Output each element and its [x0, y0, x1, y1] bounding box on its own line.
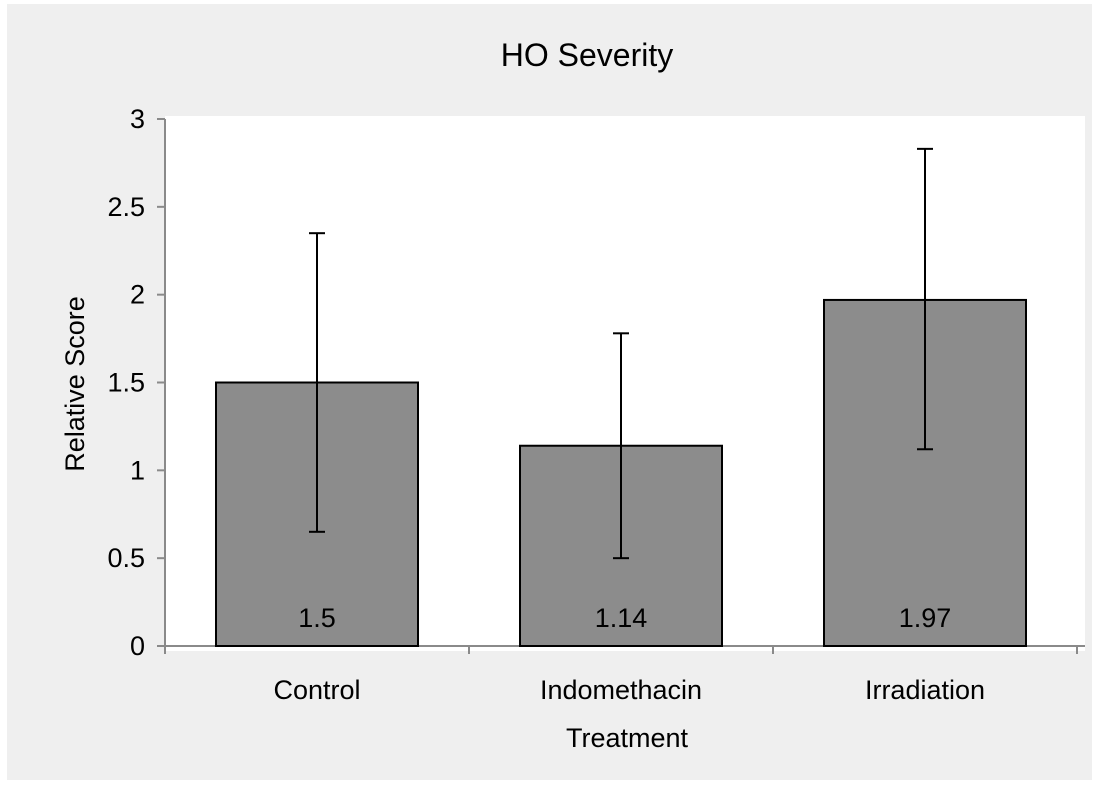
x-axis-title: Treatment	[566, 723, 689, 753]
y-tick-label: 3	[130, 104, 145, 134]
bar-chart: HO Severity Relative Score Treatment 0 0.…	[60, 37, 1085, 753]
y-axis-title: Relative Score	[60, 296, 90, 472]
chart-container: HO Severity Relative Score Treatment 0 0.…	[7, 4, 1092, 780]
bar	[823, 298, 1027, 647]
y-tick-label: 1.5	[107, 368, 145, 398]
data-label: 1.97	[899, 603, 952, 633]
y-tick-label: 2	[130, 280, 145, 310]
chart-title: HO Severity	[501, 37, 673, 73]
x-tick-label: Control	[273, 675, 360, 705]
y-tick-label: 2.5	[107, 192, 145, 222]
y-tick-label: 1	[130, 455, 145, 485]
x-axis: Control Indomethacin Irradiation	[164, 645, 1085, 705]
x-tick-label: Indomethacin	[540, 675, 702, 705]
data-labels: 1.5 1.14 1.97	[298, 603, 951, 633]
error-bars	[309, 147, 933, 560]
data-label: 1.14	[595, 603, 648, 633]
x-tick-label: Irradiation	[865, 675, 985, 705]
y-tick-label: 0.5	[107, 543, 145, 573]
data-label: 1.5	[298, 603, 336, 633]
y-axis: 0 0.5 1 1.5 2 2.5 3	[107, 104, 166, 661]
y-tick-label: 0	[130, 631, 145, 661]
